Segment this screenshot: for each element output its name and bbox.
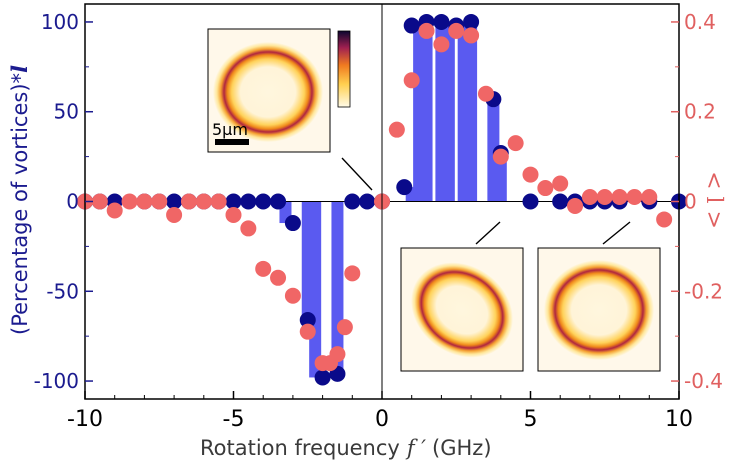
scale-bar-label: 5µm	[212, 120, 248, 139]
mean-l-point	[195, 193, 212, 210]
inset-pointer-line	[602, 221, 631, 245]
mean-l-point	[270, 269, 287, 286]
y-right-tick-label: 0.4	[684, 10, 716, 34]
density-ring	[213, 42, 323, 142]
x-tick-label: -5	[223, 407, 245, 432]
vortex-point	[225, 193, 242, 210]
mean-l-point	[507, 135, 524, 152]
mean-l-point	[240, 220, 257, 237]
mean-l-point	[284, 287, 301, 304]
mean-l-point	[418, 22, 435, 39]
x-tick-label: 5	[524, 407, 538, 432]
mean-l-point	[329, 346, 346, 363]
inset-pointer-line	[475, 221, 501, 245]
mean-l-point	[626, 189, 643, 206]
bar	[465, 21, 478, 202]
vortex-point	[344, 193, 361, 210]
vortex-point	[403, 17, 420, 34]
mean-l-point	[210, 193, 227, 210]
density-inset-positive	[400, 247, 524, 372]
density-ring	[544, 260, 654, 360]
x-tick-label: 0	[375, 407, 389, 432]
mean-l-point	[299, 323, 316, 340]
mean-l-point	[166, 206, 183, 223]
mean-l-point	[106, 202, 123, 219]
vortex-point	[522, 193, 539, 210]
y-left-tick-label: -100	[34, 369, 79, 393]
bars-layer	[279, 21, 507, 378]
mean-l-point	[522, 166, 539, 183]
vortex-point	[299, 312, 316, 328]
vortex-point	[255, 193, 272, 210]
x-tick-label: -10	[67, 407, 103, 432]
y-right-tick-label: -0.4	[684, 369, 723, 393]
mean-l-point	[552, 175, 569, 192]
scale-bar	[215, 139, 249, 145]
density-inset-high	[537, 247, 661, 372]
mean-l-point	[151, 193, 168, 210]
mean-l-point	[567, 197, 584, 214]
bar	[494, 153, 507, 202]
vortex-point	[433, 13, 450, 30]
y-left-tick-label: 0	[66, 190, 79, 214]
x-axis-label: Rotation frequency f ′ (GHz)	[200, 436, 492, 460]
y-right-tick-label: 0.2	[684, 100, 716, 124]
inset-pointer-line	[341, 157, 373, 191]
bar	[420, 21, 433, 202]
colorbar	[337, 30, 351, 108]
mean-l-point	[463, 27, 480, 44]
mean-l-point	[388, 121, 405, 138]
mean-l-point	[656, 211, 673, 228]
y-left-tick-label: 100	[41, 10, 79, 34]
mean-l-point	[433, 36, 450, 53]
x-tick-label: 10	[665, 407, 693, 432]
mean-l-point	[492, 148, 509, 165]
mean-l-point	[581, 189, 598, 206]
y-axis-left-label: (Percentage of vortices)*l	[7, 65, 32, 335]
y-left-tick-label: 50	[54, 100, 79, 124]
vortex-point	[284, 215, 301, 232]
vortex-point	[359, 193, 376, 210]
density-inset-zero: 5µm	[207, 28, 351, 153]
vortex-point	[166, 193, 183, 210]
insets-layer: 5µm	[207, 28, 661, 372]
bar	[309, 201, 322, 378]
mean-l-point	[611, 189, 628, 206]
vortex-point	[314, 369, 331, 386]
bar	[442, 25, 455, 202]
mean-l-point	[448, 22, 465, 39]
y-right-tick-label: -0.2	[684, 279, 723, 303]
mean-l-point	[180, 193, 197, 210]
mean-l-point	[336, 319, 353, 336]
mean-l-point	[344, 265, 361, 282]
vortex-point	[552, 193, 569, 210]
mean-l-point	[477, 85, 494, 102]
vortex-point	[463, 13, 480, 30]
y-axis-right-label: < l >	[701, 171, 726, 229]
vortex-point	[240, 193, 257, 210]
density-ring	[411, 262, 513, 358]
mean-l-point	[255, 260, 272, 277]
mean-l-point	[121, 193, 138, 210]
mean-l-point	[403, 72, 420, 89]
vortex-point	[396, 179, 413, 196]
mean-l-point	[537, 180, 554, 197]
mean-l-point	[91, 193, 108, 210]
mean-l-point	[136, 193, 153, 210]
vortex-point	[270, 193, 287, 210]
mean-l-point	[225, 206, 242, 223]
y-right-tick-label: 0	[684, 190, 697, 214]
y-left-tick-label: -50	[46, 279, 79, 303]
mean-l-point	[641, 189, 658, 206]
mean-l-point	[596, 189, 613, 206]
